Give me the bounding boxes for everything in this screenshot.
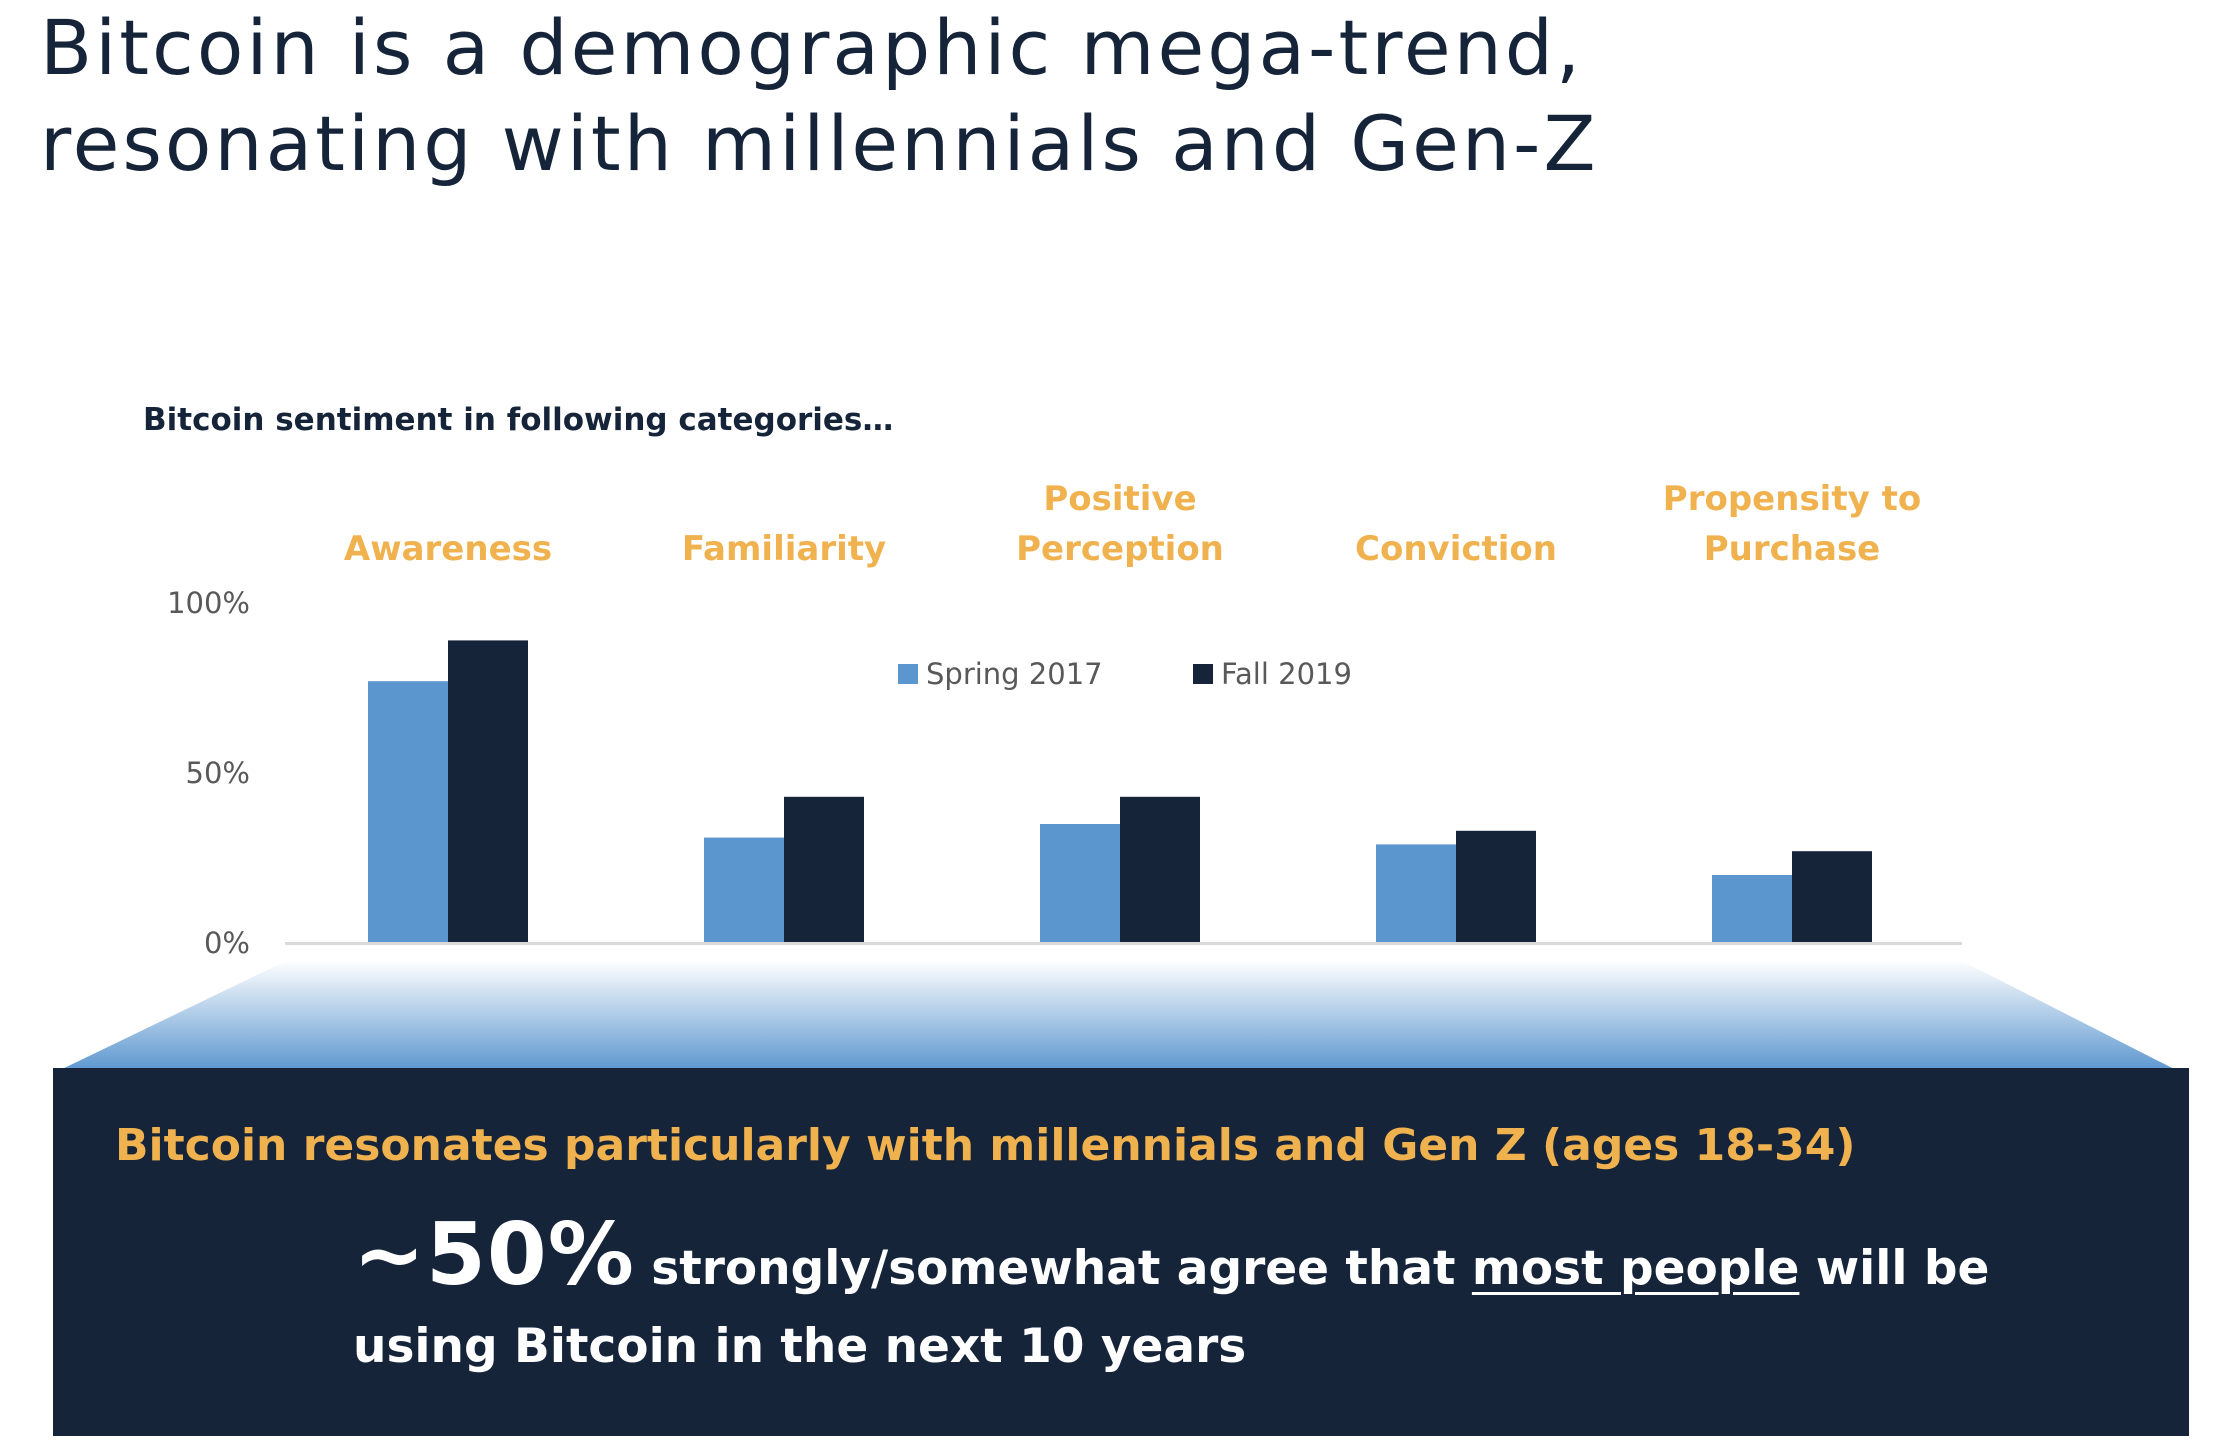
takeaway-stat: ~50% xyxy=(353,1205,635,1305)
bar-spring-2017-familiarity xyxy=(704,837,784,943)
category-label: Purchase xyxy=(1704,529,1881,569)
slide-title: Bitcoin is a demographic mega-trend, res… xyxy=(40,0,2140,192)
slide-title-line-1: Bitcoin is a demographic mega-trend, xyxy=(40,3,1584,92)
y-tick-label: 0% xyxy=(204,926,250,960)
category-label: Awareness xyxy=(344,529,552,569)
legend-label-spring-2017: Spring 2017 xyxy=(926,657,1103,691)
category-label: Perception xyxy=(1016,529,1224,569)
category-label: Conviction xyxy=(1355,529,1557,569)
bar-fall-2019-familiarity xyxy=(784,796,864,943)
bar-fall-2019-conviction xyxy=(1456,830,1536,943)
legend-swatch-spring-2017 xyxy=(898,664,918,684)
takeaway-statement: ~50% strongly/somewhat agree that most p… xyxy=(353,1212,2053,1386)
category-label: Propensity to xyxy=(1663,479,1921,519)
bar-spring-2017-propensity-to-purchase xyxy=(1712,875,1792,943)
takeaway-panel: Bitcoin resonates particularly with mill… xyxy=(53,1068,2189,1436)
takeaway-emphasis: most people xyxy=(1471,1241,1800,1296)
category-label: Familiarity xyxy=(682,529,886,569)
slide-title-line-2: resonating with millennials and Gen-Z xyxy=(40,99,1599,188)
bar-fall-2019-awareness xyxy=(448,640,528,943)
y-tick-label: 50% xyxy=(186,756,250,790)
legend-swatch-fall-2019 xyxy=(1193,664,1213,684)
takeaway-text-after: will be using Bitcoin in the next 10 yea… xyxy=(353,1241,1990,1374)
bar-chart: 0% 50% 100% Awareness Familiarity Positive Per… xyxy=(167,479,1962,960)
bar-spring-2017-positive-perception xyxy=(1040,824,1120,943)
takeaway-text-before: strongly/somewhat agree that xyxy=(634,1241,1472,1296)
bar-fall-2019-positive-perception xyxy=(1120,796,1200,943)
funnel-connector xyxy=(56,960,2180,1072)
y-tick-label: 100% xyxy=(167,586,250,620)
bar-spring-2017-awareness xyxy=(368,681,448,943)
chart-title: Bitcoin sentiment in following categorie… xyxy=(143,402,894,438)
bar-fall-2019-propensity-to-purchase xyxy=(1792,851,1872,943)
takeaway-headline: Bitcoin resonates particularly with mill… xyxy=(115,1120,1856,1171)
category-label: Positive xyxy=(1043,479,1196,519)
legend-label-fall-2019: Fall 2019 xyxy=(1221,657,1352,691)
bar-spring-2017-conviction xyxy=(1376,844,1456,943)
